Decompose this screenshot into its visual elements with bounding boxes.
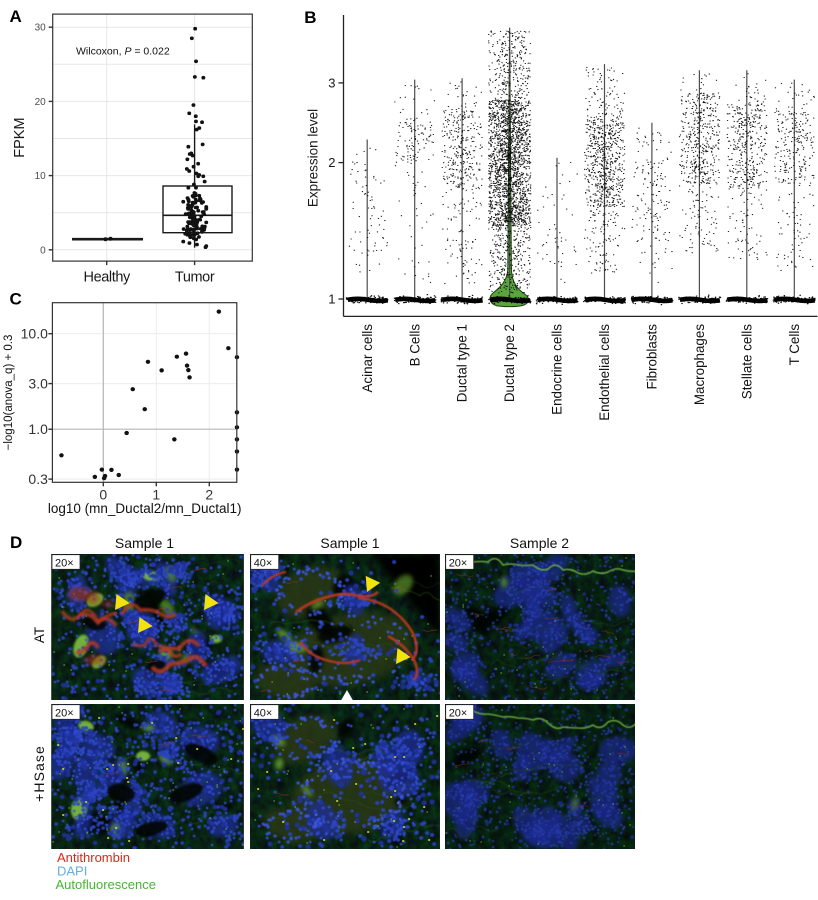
svg-text:Endocrine cells: Endocrine cells [550,324,565,415]
svg-text:Healthy: Healthy [84,270,132,286]
svg-text:2: 2 [205,486,213,502]
svg-text:C: C [10,290,22,309]
svg-text:2: 2 [328,155,335,170]
svg-text:Antithrombin: Antithrombin [57,850,130,865]
svg-text:Sample 1: Sample 1 [320,535,379,551]
svg-text:20×: 20× [55,557,74,569]
svg-text:B Cells: B Cells [407,324,422,367]
svg-text:Sample 2: Sample 2 [510,535,569,551]
svg-text:20×: 20× [55,707,74,719]
svg-text:0: 0 [99,486,107,502]
svg-text:D: D [10,533,22,552]
svg-text:30: 30 [35,23,47,34]
svg-text:0.3: 0.3 [28,471,48,487]
svg-text:Ductal type 1: Ductal type 1 [455,324,470,402]
svg-text:Expression level: Expression level [306,109,321,207]
svg-text:3: 3 [328,75,335,90]
svg-text:10: 10 [35,171,47,182]
svg-text:40×: 40× [254,707,273,719]
svg-text:AT: AT [32,627,47,643]
svg-text:3.0: 3.0 [28,376,48,392]
svg-text:Autofluorescence: Autofluorescence [56,877,156,892]
svg-text:20×: 20× [449,557,468,569]
svg-text:1.0: 1.0 [28,421,48,437]
svg-text:20: 20 [35,97,47,108]
svg-text:Sample 1: Sample 1 [115,535,174,551]
svg-text:Tumor: Tumor [175,270,215,286]
svg-text:40×: 40× [254,557,273,569]
svg-text:Endothelial cells: Endothelial cells [597,324,612,421]
svg-text:B: B [304,8,316,27]
svg-text:1: 1 [152,486,160,502]
svg-text:+HSase: +HSase [31,745,47,802]
svg-text:−log10(anova_q) + 0.3: −log10(anova_q) + 0.3 [3,335,15,451]
svg-text:A: A [10,7,22,26]
svg-text:T Cells: T Cells [787,324,802,366]
svg-text:1: 1 [328,292,335,307]
svg-text:Macrophages: Macrophages [692,324,707,405]
svg-text:Wilcoxon, P = 0.022: Wilcoxon, P = 0.022 [76,46,170,58]
svg-text:Ductal type 2: Ductal type 2 [502,324,517,402]
svg-text:Fibroblasts: Fibroblasts [645,324,660,390]
svg-text:log10 (mn_Ductal2/mn_Ductal1): log10 (mn_Ductal2/mn_Ductal1) [48,501,242,516]
svg-text:DAPI: DAPI [57,864,87,879]
svg-text:FPKM: FPKM [12,117,28,157]
svg-text:0: 0 [40,245,46,256]
svg-text:20×: 20× [449,707,468,719]
svg-text:10.0: 10.0 [21,326,48,342]
svg-text:Stellate cells: Stellate cells [739,324,754,399]
svg-text:Acinar cells: Acinar cells [360,324,375,393]
